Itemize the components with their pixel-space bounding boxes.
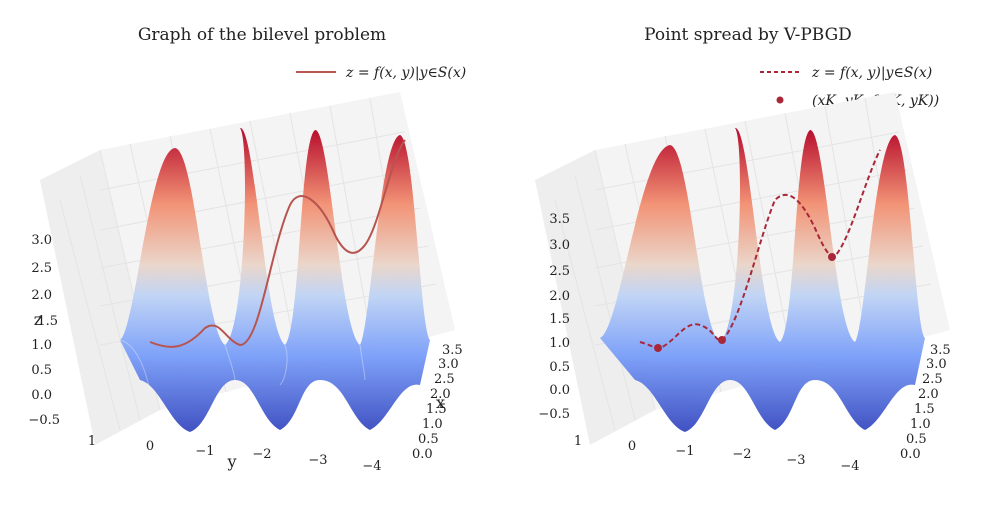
surface [600,127,925,432]
y-ticks: 1 0 −1 −2 −3 −4 y [88,434,382,474]
y-ticks: 1 0 −1 −2 −3 −4 [574,434,860,474]
z-tick-label: 3.5 [549,212,570,227]
y-tick-label: −4 [362,459,381,474]
x-tick-label: 3.5 [930,343,951,358]
x-tick-label: 1.5 [914,402,935,417]
x-tick-label: 0.0 [412,447,433,462]
z-tick-label: 2.5 [549,264,570,279]
x-ticks: 0.0 0.5 1.0 1.5 2.0 2.5 3.0 3.5 [900,343,951,462]
chart-title: Point spread by V-PBGD [644,25,852,45]
y-tick-label: −1 [195,444,214,459]
iterate-point [654,344,662,352]
legend-label: z = f(x, y)|y∈S(x) [345,65,466,81]
z-tick-label: 1.0 [31,338,52,353]
x-tick-label: 0.5 [418,432,439,447]
solution-curve [149,139,406,348]
z-tick-label: 2.0 [549,289,570,304]
z-tick-label: 0.5 [31,363,52,378]
z-tick-label: 1.0 [549,336,570,351]
x-tick-label: 1.5 [426,402,447,417]
x-axis-label: x [436,393,445,412]
surface [119,127,430,432]
iterate-point [828,253,836,261]
x-tick-label: 1.0 [422,417,443,432]
x-tick-label: 0.5 [906,432,927,447]
y-tick-label: −3 [786,453,805,468]
y-tick-label: −4 [840,459,859,474]
y-axis-label: y [226,452,236,471]
iterate-point [718,336,726,344]
x-tick-label: 0.0 [900,447,921,462]
y-tick-label: −2 [252,447,271,462]
z-tick-label: 2.0 [31,288,52,303]
x-tick-label: 2.0 [430,387,451,402]
y-tick-label: 1 [88,434,96,449]
solution-curve-dashed [639,149,881,350]
z-ticks: 3.0 2.5 2.0 1.5 1.0 0.5 0.0 −0.5 z [28,233,60,428]
x-tick-label: 2.5 [922,372,943,387]
x-tick-label: 3.0 [438,357,459,372]
y-tick-label: 1 [574,434,582,449]
chart-title: Graph of the bilevel problem [138,25,386,45]
left-panel: Graph of the bilevel problem z = f(x, y)… [28,25,466,474]
z-tick-label: −0.5 [28,413,60,428]
z-tick-label: 3.0 [31,233,52,248]
x-tick-label: 2.5 [434,372,455,387]
z-tick-label: 1.5 [549,312,570,327]
y-tick-label: 0 [146,439,154,454]
right-panel: Point spread by V-PBGD z = f(x, y)|y∈S(x… [535,25,951,474]
y-tick-label: −1 [675,444,694,459]
legend-label: z = f(x, y)|y∈S(x) [811,65,932,81]
z-axis-label: z [34,310,42,329]
x-tick-label: 1.0 [910,417,931,432]
z-tick-label: 0.0 [31,388,52,403]
x-ticks: 0.0 0.5 1.0 1.5 2.0 2.5 3.0 3.5 x [412,343,463,462]
z-tick-label: 1.5 [37,314,58,329]
legend-marker-swatch [776,96,784,104]
z-tick-label: 3.0 [549,238,570,253]
z-tick-label: 0.5 [549,360,570,375]
y-tick-label: 0 [628,439,636,454]
x-tick-label: 2.0 [918,387,939,402]
z-tick-label: 2.5 [31,261,52,276]
z-ticks: 3.5 3.0 2.5 2.0 1.5 1.0 0.5 0.0 −0.5 [538,212,570,422]
x-tick-label: 3.0 [926,357,947,372]
z-tick-label: 0.0 [549,383,570,398]
z-tick-label: −0.5 [538,407,570,422]
x-tick-label: 3.5 [442,343,463,358]
y-tick-label: −3 [308,453,327,468]
y-tick-label: −2 [732,447,751,462]
